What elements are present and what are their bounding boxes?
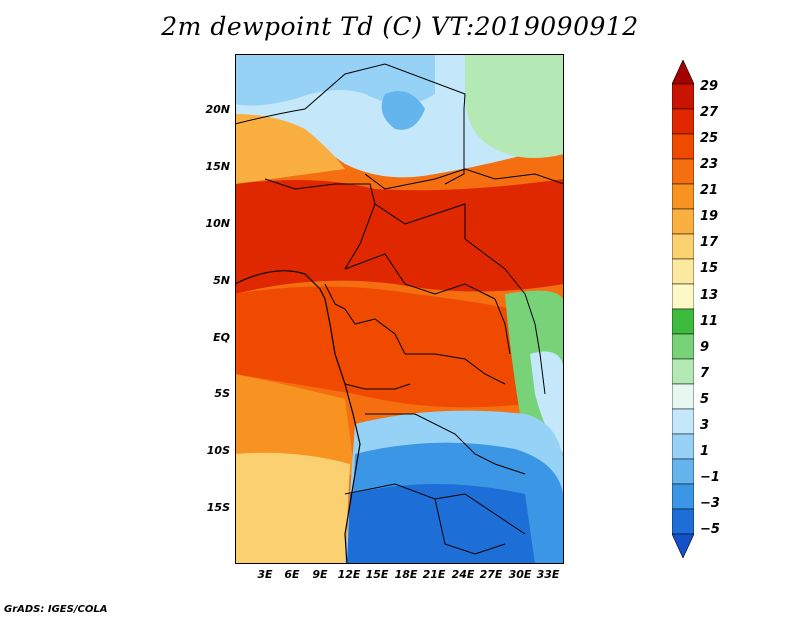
colorbar <box>672 60 694 558</box>
coastline <box>235 270 361 564</box>
colorbar-label-21: 21 <box>700 183 719 198</box>
colorbar-segment <box>672 133 694 160</box>
colorbar-label-11: 11 <box>700 314 719 329</box>
colorbar-label-17: 17 <box>700 235 719 250</box>
lon-label-15e: 15E <box>365 568 389 581</box>
lat-label-eq: EQ <box>213 331 230 344</box>
colorbar-label-25: 25 <box>700 131 719 146</box>
lon-label-18e: 18E <box>394 568 418 581</box>
colorbar-label-minus3: −3 <box>700 496 720 511</box>
field-north-blue <box>235 54 435 106</box>
colorbar-segment <box>672 183 694 210</box>
lon-label-6e: 6E <box>284 568 300 581</box>
field-east-light <box>530 351 564 454</box>
colorbar-label-5: 5 <box>700 392 710 407</box>
map-title: 2m dewpoint Td (C) VT:2019090912 <box>161 12 639 41</box>
colorbar-segment <box>672 408 694 435</box>
colorbar-segment <box>672 333 694 360</box>
colorbar-segment <box>672 283 694 310</box>
colorbar-label-minus5: −5 <box>700 522 720 537</box>
colorbar-label-minus1: −1 <box>700 470 720 485</box>
colorbar-segment <box>672 108 694 135</box>
colorbar-segment <box>672 458 694 485</box>
lon-label-24e: 24E <box>451 568 475 581</box>
colorbar-label-23: 23 <box>700 157 719 172</box>
colorbar-label-9: 9 <box>700 340 710 355</box>
colorbar-segment <box>672 533 694 558</box>
colorbar-label-3: 3 <box>700 418 710 433</box>
lon-label-33e: 33E <box>536 568 560 581</box>
country-borders <box>235 63 564 555</box>
colorbar-label-19: 19 <box>700 209 719 224</box>
colorbar-segment <box>672 208 694 235</box>
colorbar-label-13: 13 <box>700 288 719 303</box>
lat-label-5n: 5N <box>213 274 230 287</box>
colorbar-segment <box>672 258 694 285</box>
colorbar-segment <box>672 83 694 110</box>
lon-label-9e: 9E <box>312 568 328 581</box>
lat-label-15s: 15S <box>206 501 230 514</box>
colorbar-segment <box>672 383 694 410</box>
lon-label-21e: 21E <box>422 568 446 581</box>
lon-label-3e: 3E <box>257 568 273 581</box>
lon-label-12e: 12E <box>337 568 361 581</box>
colorbar-segment <box>672 508 694 535</box>
field-north-deep <box>381 91 425 130</box>
lon-label-27e: 27E <box>479 568 503 581</box>
colorbar-label-29: 29 <box>700 79 719 94</box>
lat-label-5s: 5S <box>214 387 230 400</box>
lat-label-10s: 10S <box>206 444 230 457</box>
colorbar-segment <box>672 60 694 85</box>
lat-label-20n: 20N <box>205 103 230 116</box>
colorbar-label-27: 27 <box>700 105 719 120</box>
colorbar-label-7: 7 <box>700 366 710 381</box>
lat-label-15n: 15N <box>205 160 230 173</box>
colorbar-segment <box>672 308 694 335</box>
lon-label-30e: 30E <box>508 568 532 581</box>
field-northwest-yellow <box>235 114 345 184</box>
colorbar-segment <box>672 433 694 460</box>
colorbar-label-15: 15 <box>700 261 719 276</box>
colorbar-segment <box>672 233 694 260</box>
colorbar-label-1: 1 <box>700 444 710 459</box>
colorbar-segment <box>672 358 694 385</box>
field-southwest-yellow <box>235 452 350 564</box>
field-central <box>235 286 535 408</box>
lat-label-10n: 10N <box>205 217 230 230</box>
colorbar-segment <box>672 483 694 510</box>
dewpoint-map <box>235 54 564 564</box>
map-border <box>235 54 564 564</box>
field-northeast-green <box>465 54 564 158</box>
colorbar-segment <box>672 158 694 185</box>
grads-credit: GrADS: IGES/COLA <box>4 604 108 615</box>
field-sahel-red <box>235 179 564 294</box>
